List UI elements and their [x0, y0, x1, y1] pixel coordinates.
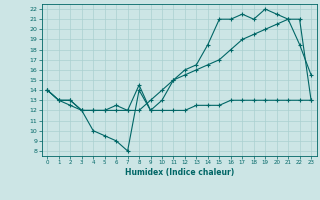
X-axis label: Humidex (Indice chaleur): Humidex (Indice chaleur)	[124, 168, 234, 177]
